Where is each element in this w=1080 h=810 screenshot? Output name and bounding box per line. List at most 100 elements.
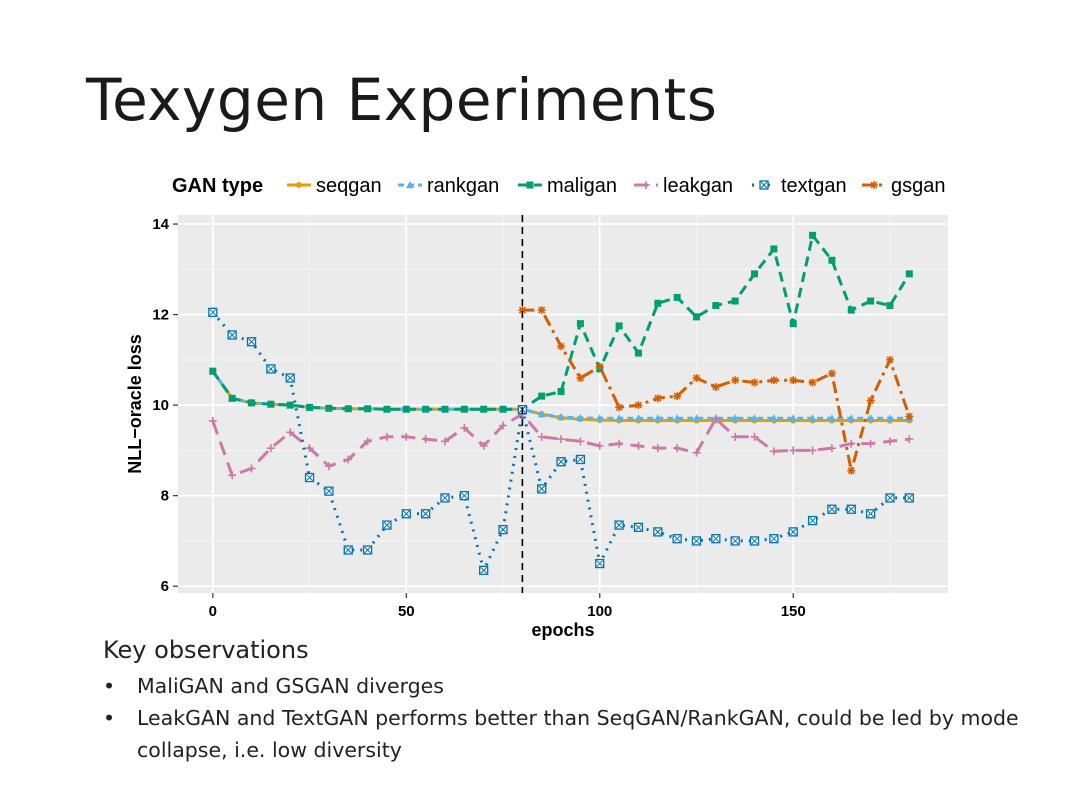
legend-label-textgan: textgan <box>781 175 847 197</box>
leakgan-point <box>499 421 508 430</box>
textgan-point <box>479 565 489 576</box>
textgan-point <box>672 534 682 544</box>
textgan-point <box>304 472 315 483</box>
textgan-point <box>846 504 856 514</box>
maligan-point <box>828 256 836 264</box>
leakgan-point <box>247 464 256 473</box>
leakgan-point <box>750 432 759 441</box>
gsgan-point <box>750 378 759 387</box>
textgan-point <box>904 493 914 503</box>
textgan-point <box>208 307 218 317</box>
legend-label-rankgan: rankgan <box>427 175 499 197</box>
textgan-point <box>362 545 373 555</box>
maligan-point <box>248 399 256 407</box>
rankgan-point <box>769 414 778 422</box>
gsgan-point <box>537 306 546 315</box>
slide-title: Texygen Experiments <box>86 66 718 134</box>
maligan-point <box>751 270 759 278</box>
textgan-point <box>498 524 508 535</box>
maligan-point <box>809 231 817 239</box>
rankgan-point <box>557 412 566 421</box>
x-tick-label: 0 <box>209 603 217 620</box>
legend-item-rankgan: rankgan <box>398 175 499 197</box>
gsgan-point <box>866 396 875 405</box>
maligan-point <box>364 405 372 413</box>
leakgan-point <box>615 439 624 448</box>
rankgan-point <box>789 414 798 422</box>
legend-item-gsgan: gsgan <box>862 175 946 197</box>
maligan-point <box>692 313 700 321</box>
observation-item: MaliGAN and GSGAN diverges <box>103 670 1033 702</box>
maligan-point <box>789 320 797 328</box>
leakgan-point <box>382 432 391 441</box>
leakgan-point <box>402 432 411 441</box>
textgan-point <box>459 491 469 501</box>
gsgan-point <box>847 466 856 475</box>
maligan-point <box>886 302 894 310</box>
textgan-point <box>420 509 431 519</box>
leakgan-point <box>460 423 469 432</box>
legend-item-leakgan: leakgan <box>634 175 733 197</box>
maligan-point <box>867 297 875 305</box>
textgan-point <box>788 527 798 537</box>
textgan-point <box>595 558 605 569</box>
y-tick-label: 8 <box>161 488 169 505</box>
y-tick-label: 14 <box>152 216 169 233</box>
maligan-point <box>325 404 333 412</box>
maligan-point <box>460 405 468 413</box>
leakgan-point <box>673 444 682 453</box>
textgan-point <box>285 373 295 383</box>
leakgan-point <box>731 432 740 441</box>
textgan-point <box>227 330 237 340</box>
gsgan-point <box>557 342 566 351</box>
series-layer <box>208 231 914 576</box>
leakgan-point <box>363 437 372 446</box>
leakgan-point <box>557 435 566 444</box>
rankgan-point <box>692 414 701 422</box>
rankgan-point <box>634 414 643 422</box>
leakgan-point <box>808 446 817 455</box>
observations-list: MaliGAN and GSGAN diverges LeakGAN and T… <box>103 670 1033 766</box>
gsgan-point <box>634 401 643 410</box>
leakgan-point <box>324 462 333 471</box>
leakgan-point <box>479 441 488 450</box>
observations-heading: Key observations <box>103 636 309 664</box>
gsgan-point <box>789 376 798 385</box>
maligan-point <box>615 322 623 330</box>
rankgan-point <box>615 414 624 422</box>
textgan-point <box>575 454 586 465</box>
maligan-point <box>673 293 681 301</box>
maligan-point <box>847 306 855 314</box>
gsgan-point <box>769 376 778 385</box>
rankgan-point <box>827 414 836 422</box>
leakgan-point <box>576 437 585 446</box>
gsgan-point <box>808 378 817 387</box>
gsgan-point <box>905 412 914 421</box>
gsgan-point <box>615 403 624 412</box>
maligan-point <box>731 297 739 305</box>
series-gsgan <box>518 306 914 475</box>
legend-marker-textgan <box>759 180 769 190</box>
legend-label-leakgan: leakgan <box>663 175 733 197</box>
legend-marker-maligan <box>526 181 534 189</box>
rankgan-point <box>653 414 662 422</box>
maligan-point <box>770 245 778 253</box>
textgan-point <box>807 515 818 526</box>
rankgan-point <box>808 414 817 422</box>
textgan-point <box>749 536 760 546</box>
gsgan-point <box>731 376 740 385</box>
legend-marker-rankgan <box>406 181 414 189</box>
leakgan-point <box>286 428 295 437</box>
gsgan-point <box>518 306 527 315</box>
textgan-point <box>246 337 257 347</box>
maligan-point <box>538 392 546 400</box>
gsgan-point <box>711 383 720 392</box>
legend-item-textgan: textgan <box>752 175 847 197</box>
gsgan-point <box>692 373 701 382</box>
legend-item-seqgan: seqgan <box>287 175 382 197</box>
maligan-point <box>306 403 314 411</box>
legend: seqgan rankgan maligan leakgan textgan gsgan <box>287 175 946 197</box>
observations-panel: Key observations MaliGAN and GSGAN diver… <box>103 636 1033 766</box>
maligan-point <box>422 405 430 413</box>
textgan-point <box>769 534 779 544</box>
